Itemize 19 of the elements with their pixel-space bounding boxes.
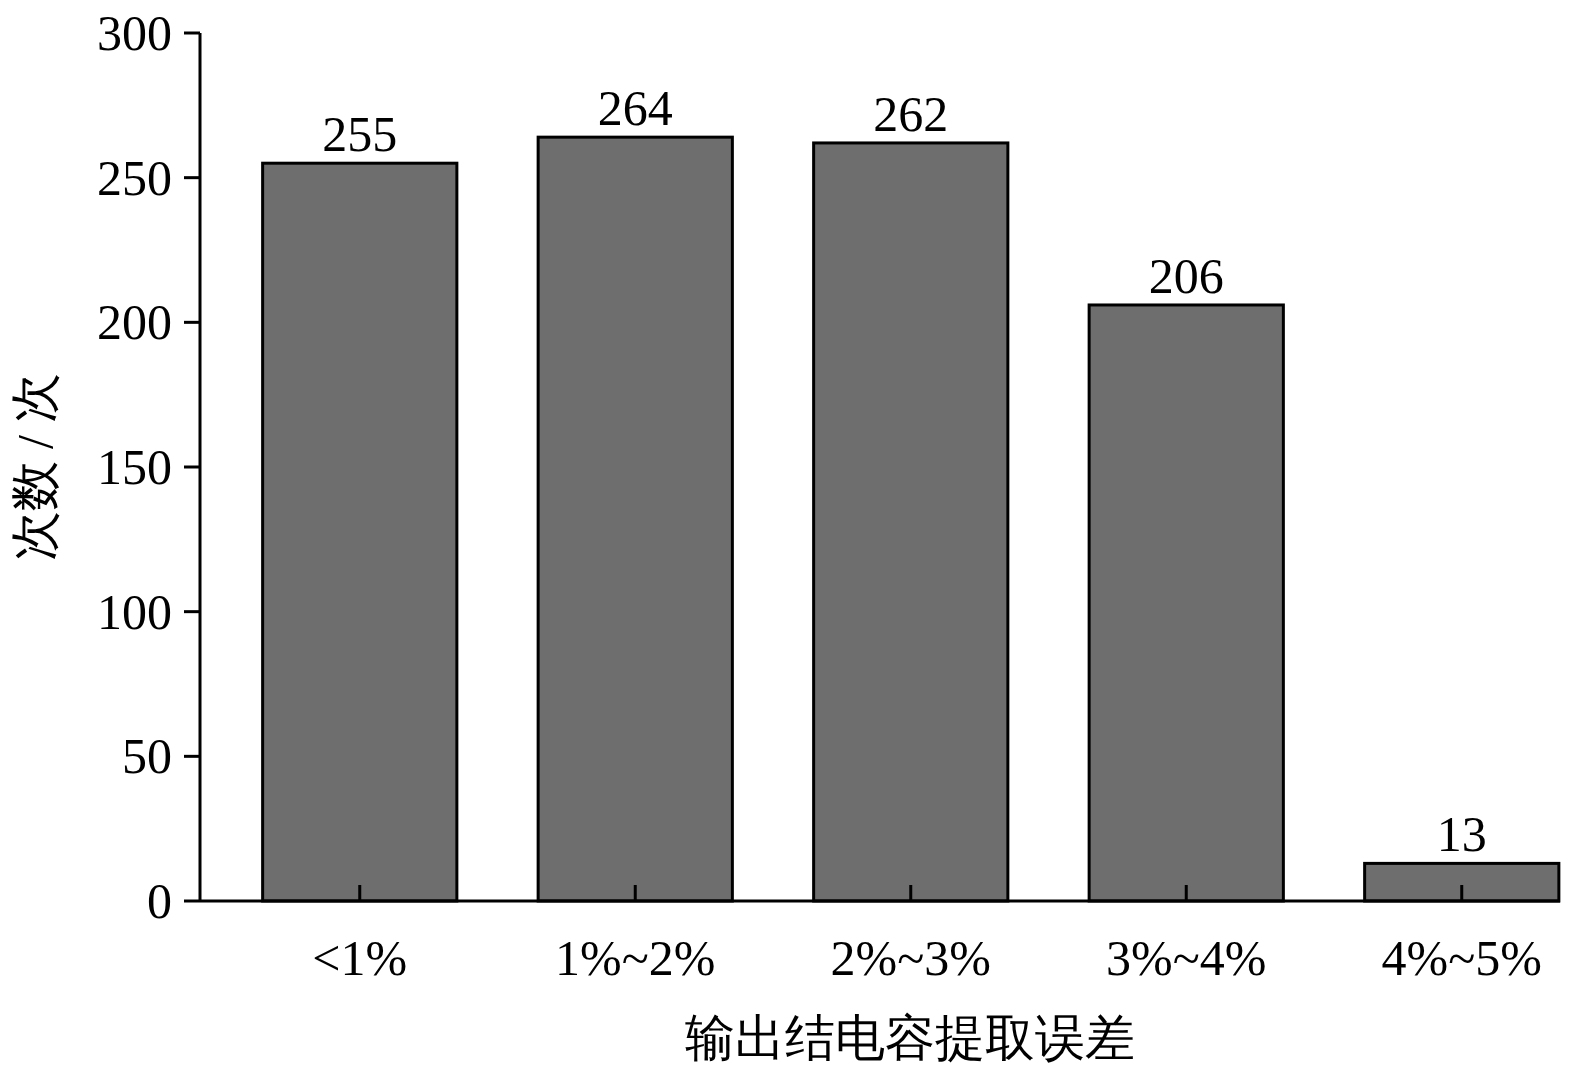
x-tick-label: 2%~3% — [830, 930, 991, 986]
x-tick-label: <1% — [312, 930, 408, 986]
y-tick-label: 50 — [122, 728, 172, 785]
data-label: 206 — [1148, 247, 1224, 304]
x-tick-label: 3%~4% — [1106, 930, 1267, 986]
y-tick-label: 300 — [97, 5, 172, 61]
y-tick-label: 150 — [97, 439, 172, 495]
y-tick-label: 100 — [97, 583, 172, 640]
data-label: 13 — [1436, 806, 1487, 863]
y-tick-label: 200 — [97, 294, 172, 351]
x-tick-label: 4%~5% — [1381, 930, 1542, 986]
x-axis-title: 输出结电容提取误差 — [685, 1010, 1135, 1066]
y-tick-label: 0 — [147, 873, 172, 929]
data-label: 255 — [322, 106, 398, 163]
data-label: 264 — [597, 80, 673, 137]
y-axis-title: 次数 / 次 — [7, 372, 63, 562]
x-tick-label: 1%~2% — [555, 930, 716, 986]
y-tick-label: 250 — [97, 149, 172, 206]
data-label: 262 — [873, 85, 949, 142]
